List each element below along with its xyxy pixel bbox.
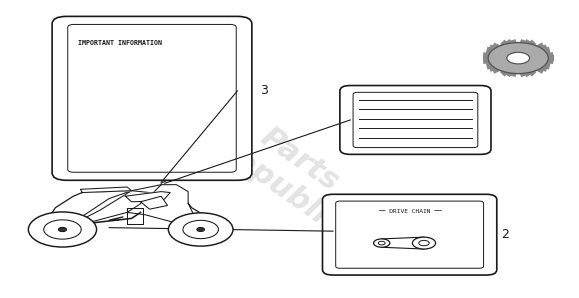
- FancyBboxPatch shape: [52, 16, 252, 180]
- FancyBboxPatch shape: [340, 86, 491, 154]
- FancyBboxPatch shape: [323, 194, 497, 275]
- Polygon shape: [80, 187, 131, 193]
- FancyBboxPatch shape: [68, 24, 236, 172]
- FancyBboxPatch shape: [336, 201, 483, 268]
- Polygon shape: [141, 196, 167, 209]
- Text: 3: 3: [261, 84, 269, 97]
- FancyBboxPatch shape: [353, 92, 478, 148]
- Polygon shape: [125, 192, 170, 202]
- Text: ── DRIVE CHAIN ──: ── DRIVE CHAIN ──: [378, 209, 442, 214]
- Text: 2: 2: [501, 228, 509, 241]
- Text: IMPORTANT INFORMATION: IMPORTANT INFORMATION: [78, 40, 162, 46]
- Text: Parts
Republik: Parts Republik: [210, 104, 369, 241]
